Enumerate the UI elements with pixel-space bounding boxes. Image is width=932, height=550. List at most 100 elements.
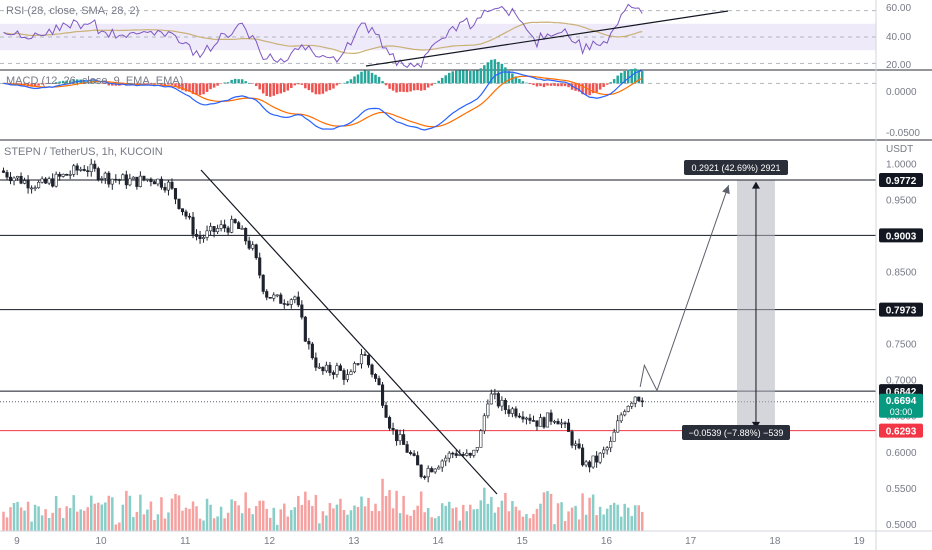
price-downtrend-line[interactable] (200, 169, 498, 495)
candle-body (75, 165, 79, 171)
macd-histogram-bar (335, 83, 339, 86)
macd-histogram-bar (637, 69, 641, 84)
candle-body (110, 178, 114, 185)
candle-body (198, 236, 202, 240)
candle-body (5, 172, 9, 178)
macd-histogram-bar (37, 83, 40, 86)
candle-body (223, 224, 227, 229)
volume-bar (128, 495, 132, 531)
macd-histogram-bar (402, 83, 405, 92)
macd-histogram-bar (33, 83, 37, 87)
macd-histogram-bar (325, 83, 328, 92)
candle-body (180, 208, 185, 213)
macd-histogram-bar (251, 83, 254, 84)
candle-body (121, 174, 125, 181)
candle-body (472, 449, 476, 456)
volume-bar (104, 502, 107, 531)
macd-histogram-bar (546, 83, 549, 86)
volume-bar (26, 501, 30, 531)
macd-histogram-bar (437, 80, 440, 84)
macd-histogram-bar (244, 81, 247, 84)
macd-histogram-bar (181, 83, 184, 91)
volume-bar (86, 507, 89, 531)
candle-body (317, 366, 321, 369)
price-tick: 0.5500 (886, 484, 917, 495)
volume-bar (54, 496, 58, 531)
volume-bar (465, 511, 469, 531)
macd-histogram-bar (51, 83, 54, 84)
macd-histogram-bar (72, 79, 75, 84)
volume-bar (440, 503, 444, 531)
volume-bar (504, 492, 507, 531)
macd-histogram-bar (374, 74, 377, 84)
x-tick: 17 (685, 536, 697, 547)
candle-body (388, 417, 392, 429)
macd-histogram-bar (290, 83, 293, 89)
macd-histogram-bar (300, 83, 304, 85)
candle-body (51, 178, 55, 187)
projection-path[interactable] (639, 185, 730, 392)
macd-histogram-bar (497, 61, 500, 84)
candle-body (82, 169, 86, 171)
volume-bar (89, 495, 93, 531)
macd-histogram-bar (177, 83, 181, 89)
macd-histogram-bar (395, 83, 398, 93)
macd-histogram-bar (353, 76, 356, 84)
candle-body (531, 420, 536, 422)
macd-histogram-bar (444, 75, 447, 84)
x-tick: 14 (432, 536, 444, 547)
candle-body (486, 403, 490, 417)
support-tag-bg (879, 423, 923, 438)
volume-bar (251, 514, 254, 531)
candle-body (30, 187, 34, 190)
volume-bar (226, 512, 230, 531)
macd-histogram-bar (163, 83, 167, 86)
macd-histogram-bar (539, 83, 542, 87)
macd-histogram-bar (556, 83, 560, 87)
candle-body (103, 172, 107, 179)
macd-histogram-bar (160, 83, 163, 85)
candle-body (384, 405, 388, 418)
candle-body (409, 452, 413, 454)
candle-body (177, 198, 181, 209)
candle-body (15, 175, 20, 179)
candle-body (40, 178, 44, 183)
candle-body (398, 434, 402, 442)
volume-bar (9, 507, 12, 531)
candle-body (145, 178, 149, 181)
volume-bar (307, 500, 311, 531)
macd-histogram-bar (451, 71, 454, 84)
candle-body (135, 176, 139, 187)
candle-body (475, 447, 479, 451)
candle-body (405, 444, 409, 453)
macd-panel[interactable]: MACD (12, 26, close, 9, EMA, EMA) 0.0000… (0, 59, 920, 139)
candle-body (423, 476, 427, 478)
currency-label: USDT (886, 144, 913, 155)
x-axis-labels[interactable]: 9 10 11 12 13 14 15 16 17 18 19 (14, 536, 865, 547)
macd-histogram-bar (398, 83, 402, 92)
candle-body (93, 163, 97, 169)
candle-body (86, 170, 90, 172)
candle-body (47, 178, 51, 184)
volume-bar (483, 487, 486, 531)
macd-histogram-bar (58, 81, 61, 84)
volume-bar (472, 509, 476, 531)
volume-bar (300, 504, 304, 531)
candle-body (556, 420, 560, 425)
macd-histogram-bar (602, 83, 605, 88)
candle-body (65, 173, 69, 176)
macd-histogram-bar (97, 82, 100, 84)
price-panel[interactable]: STEPN / TetherUS, 1h, KUCOIN USDT 1.0000… (0, 144, 923, 531)
volume-bar (44, 509, 47, 531)
macd-histogram-bar (500, 63, 504, 84)
volume-bar (272, 507, 276, 531)
macd-histogram-bar (504, 67, 507, 84)
rsi-trendline[interactable] (365, 10, 729, 67)
macd-histogram-bar (574, 83, 577, 91)
volume-bar (462, 504, 465, 531)
rsi-panel[interactable]: RSI (28, close, SMA, 28, 2) 60.00 40.00 … (0, 3, 911, 71)
candle-body (152, 181, 156, 185)
volume-bar (19, 507, 23, 531)
candle-body (349, 371, 353, 375)
